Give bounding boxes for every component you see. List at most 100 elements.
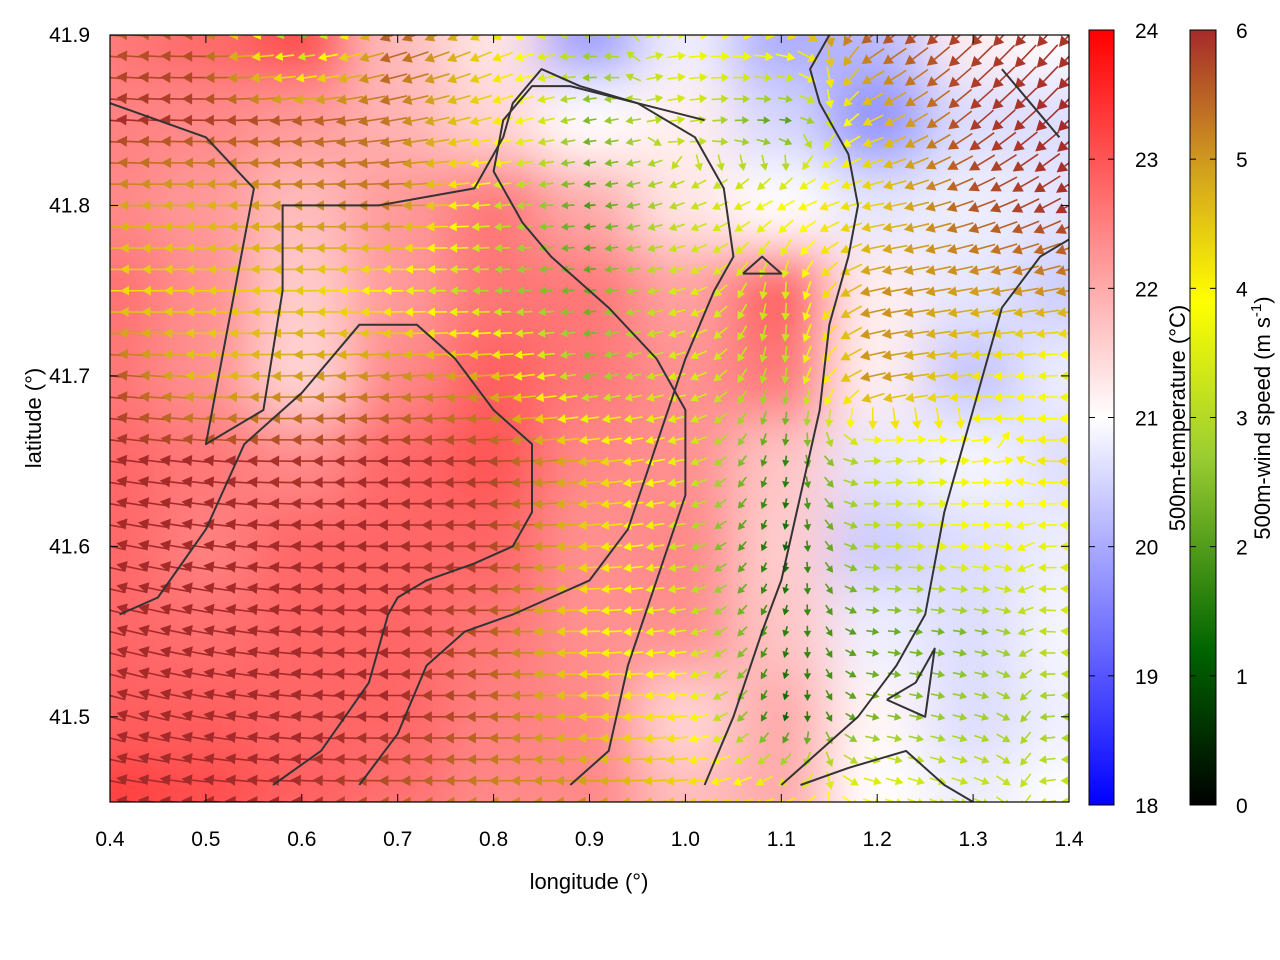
wind-vector [1020, 773, 1032, 788]
wind-vector [926, 350, 951, 360]
wind-vector [1016, 541, 1035, 552]
wind-vector [824, 388, 835, 406]
wind-vector [472, 265, 490, 274]
wind-vector [759, 346, 768, 363]
wind-vector [447, 51, 471, 63]
wind-vector [823, 133, 836, 150]
wind-vector [578, 648, 601, 658]
x-tick-label: 0.6 [287, 828, 316, 851]
wind-vector [469, 72, 492, 84]
wind-vector [181, 667, 213, 679]
wind-vector [1036, 456, 1059, 466]
wind-vector [538, 307, 554, 317]
wind-vector [250, 285, 275, 296]
wind-vector [424, 158, 450, 169]
wind-vector [733, 94, 751, 104]
wind-vector [532, 541, 560, 552]
wind-vector [798, 220, 817, 233]
wind-vector [559, 35, 577, 40]
wind-vector [583, 158, 597, 167]
wind-vector [782, 519, 790, 530]
wind-vector [532, 456, 560, 467]
wind-vector [116, 774, 148, 786]
wind-vector [803, 410, 812, 427]
wind-vector [907, 542, 926, 551]
wind-vector [996, 627, 1011, 636]
wind-vector [645, 499, 665, 509]
wind-vector [800, 240, 816, 256]
wind-vector [842, 389, 860, 405]
wind-vector [491, 73, 513, 83]
wind-vector [471, 307, 490, 317]
wind-vector [422, 796, 452, 802]
wind-vector [382, 264, 405, 275]
wind-vector [780, 753, 792, 766]
wind-vector [620, 775, 646, 786]
wind-vector [110, 758, 126, 764]
contour-line [742, 255, 783, 275]
wind-vector [207, 285, 231, 296]
wind-vector [1020, 752, 1032, 766]
wind-vector [846, 408, 856, 429]
wind-vector [993, 520, 1014, 530]
wind-vector [427, 286, 446, 296]
y-axis-title: latitude (°) [21, 368, 46, 469]
wind-vector [840, 179, 862, 190]
wind-vector [690, 627, 708, 636]
wind-vector [903, 201, 930, 212]
wind-vector [515, 158, 534, 168]
wind-vector [946, 265, 974, 276]
wind-vector [138, 561, 170, 573]
wind-vector [759, 367, 768, 384]
wind-vector [185, 370, 210, 381]
wind-vector [1059, 392, 1069, 402]
wind-vector [907, 563, 925, 572]
wind-vector [803, 561, 812, 574]
wind-vector [737, 303, 748, 320]
wind-vector [803, 711, 812, 723]
wind-vector [446, 72, 471, 84]
wind-vector [713, 326, 728, 340]
wind-vector [600, 563, 623, 573]
wind-vector [405, 286, 425, 296]
wind-vector [1039, 734, 1056, 743]
wind-vector [532, 583, 559, 595]
wind-vector [490, 371, 515, 382]
wind-vector [781, 260, 790, 279]
wind-vector [778, 219, 794, 234]
wind-vector [946, 200, 974, 212]
wind-vector [185, 328, 210, 339]
wind-vector [845, 691, 857, 699]
wind-vector [492, 328, 513, 338]
wind-vector [184, 391, 211, 403]
wind-vector [926, 371, 951, 382]
wind-vector [207, 307, 231, 317]
wind-vector [993, 35, 1005, 47]
wind-vector [1039, 712, 1055, 721]
wind-vector [690, 307, 708, 317]
wind-vector [1060, 776, 1069, 785]
wind-vector [1038, 755, 1056, 764]
wind-vector [1037, 563, 1057, 573]
wind-vector [803, 689, 812, 701]
wind-vector [110, 311, 123, 313]
wind-vector [577, 711, 602, 722]
wind-vector [533, 626, 559, 637]
wind-vector [621, 754, 646, 765]
wind-vector [690, 478, 707, 487]
wind-vector [665, 754, 689, 765]
wind-vector [424, 349, 450, 360]
wind-vector [361, 286, 383, 296]
wind-vector [906, 435, 927, 445]
wind-vector [449, 243, 469, 253]
wind-vector [294, 285, 318, 296]
wind-vector [379, 94, 408, 106]
wind-vector [338, 285, 361, 296]
wind-vector [737, 476, 747, 488]
wind-vector [828, 791, 831, 802]
wind-vector [690, 243, 708, 253]
wind-vector [537, 116, 555, 125]
x-tick-label: 0.8 [479, 828, 508, 851]
wind-vector [110, 588, 126, 594]
wind-vector [515, 307, 533, 317]
